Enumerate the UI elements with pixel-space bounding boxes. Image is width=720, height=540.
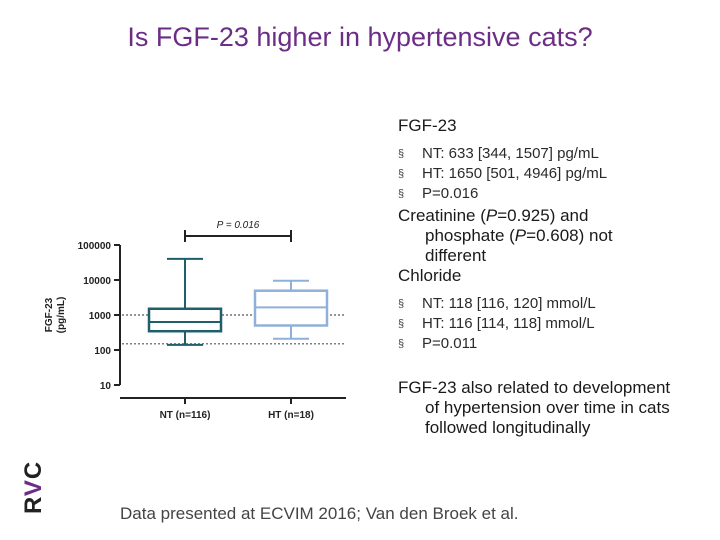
y-tick-label: 100000 xyxy=(78,241,112,252)
footer-citation: Data presented at ECVIM 2016; Van den Br… xyxy=(120,504,519,523)
creatinine-line-1: Creatinine (P=0.925) and xyxy=(398,206,589,225)
box xyxy=(147,307,223,333)
slide-title: Is FGF-23 higher in hypertensive cats? xyxy=(127,22,593,52)
fgf-bullet-list: § NT: 633 [344, 1507] pg/mL § HT: 1650 [50… xyxy=(398,144,708,204)
significance-label: P = 0.016 xyxy=(217,220,260,231)
y-tick-label: 100 xyxy=(94,346,111,357)
bullet-icon: § xyxy=(398,168,405,180)
chloride-heading: Chloride xyxy=(398,266,462,285)
chloride-bullet-ht: § HT: 116 [114, 118] mmol/L xyxy=(398,315,595,332)
y-axis-title-line-1: FGF-23 xyxy=(44,297,55,332)
longitudinal-line-2: of hypertension over time in cats xyxy=(425,398,670,417)
y-tick-label: 10000 xyxy=(83,276,111,287)
rvc-logo: RVC xyxy=(20,460,47,514)
x-tick-label: NT (n=116) xyxy=(160,410,211,421)
bullet-icon: § xyxy=(398,338,405,350)
creatinine-line-2: phosphate (P=0.608) not xyxy=(425,226,613,245)
fgf-bullet-nt: § NT: 633 [344, 1507] pg/mL xyxy=(398,145,599,162)
x-tick-label: HT (n=18) xyxy=(268,410,314,421)
bullet-icon: § xyxy=(398,148,405,160)
bullet-icon: § xyxy=(398,188,405,200)
bullet-icon: § xyxy=(398,318,405,330)
notes-panel: FGF-23 § NT: 633 [344, 1507] pg/mL § HT: 1… xyxy=(398,116,708,438)
y-tick-label: 1000 xyxy=(89,311,112,322)
longitudinal-line-3: followed longitudinally xyxy=(425,418,591,437)
chloride-bullet-nt: § NT: 118 [116, 120] mmol/L xyxy=(398,295,596,312)
box-plot-chart: 10 100 1000 10000 100000 FGF-23 (pg/mL) NT (n=1… xyxy=(44,220,346,421)
creatinine-line-3: different xyxy=(425,246,487,265)
y-tick-label: 10 xyxy=(100,381,112,392)
fgf-bullet-p: § P=0.016 xyxy=(398,185,479,202)
fgf-heading: FGF-23 xyxy=(398,116,457,135)
longitudinal-line-1: FGF-23 also related to development xyxy=(398,378,671,397)
y-axis-title-line-2: (pg/mL) xyxy=(56,297,67,334)
chloride-bullet-p: § P=0.011 xyxy=(398,335,478,352)
chloride-bullet-list: § NT: 118 [116, 120] mmol/L § HT: 116 [114… xyxy=(398,294,708,354)
fgf-bullet-ht: § HT: 1650 [501, 4946] pg/mL xyxy=(398,165,608,182)
bullet-icon: § xyxy=(398,298,405,310)
